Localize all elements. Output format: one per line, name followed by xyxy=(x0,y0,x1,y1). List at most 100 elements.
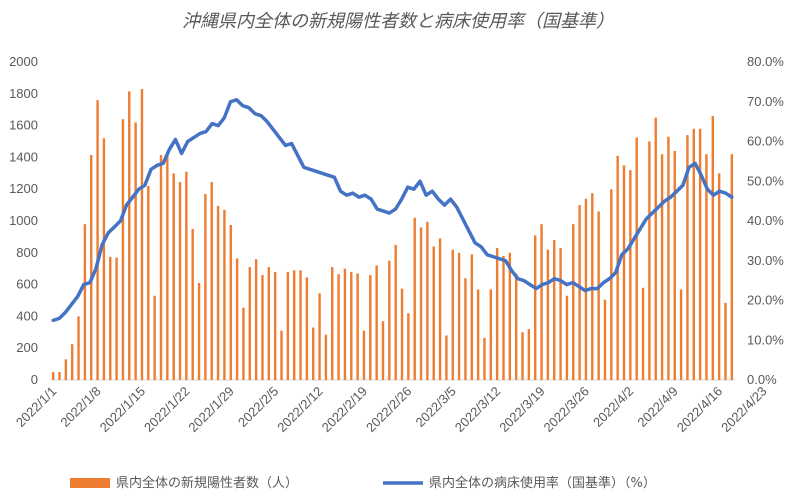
bar xyxy=(134,122,137,381)
x-tick-label: 2022/2/19 xyxy=(319,384,371,436)
x-tick-label: 2022/2/26 xyxy=(363,384,415,436)
y-left-tick-label: 400 xyxy=(16,308,38,323)
bar xyxy=(337,274,340,380)
bar xyxy=(286,271,290,380)
bar xyxy=(70,344,74,380)
bar xyxy=(553,240,556,380)
bar xyxy=(476,289,480,380)
bar xyxy=(534,235,537,380)
y-left-tick-label: 1800 xyxy=(9,86,38,101)
occupancy-line xyxy=(51,98,734,323)
bar xyxy=(369,275,372,380)
bar xyxy=(457,252,461,380)
bar xyxy=(254,259,258,380)
bar xyxy=(578,205,581,380)
bar xyxy=(419,227,423,380)
bar xyxy=(692,128,695,380)
bar xyxy=(292,270,296,380)
legend-bar-label: 県内全体の新規陽性者数（人） xyxy=(116,475,298,491)
bar xyxy=(166,153,169,380)
bar xyxy=(58,372,61,380)
y-axis-right: 0.0% 10.0% 20.0% 30.0% 40.0% 50.0% 60.0% 70.0% 8… xyxy=(747,54,784,387)
bar xyxy=(679,289,683,380)
y-left-tick-label: 1200 xyxy=(9,181,38,196)
x-tick-label: 2022/3/19 xyxy=(496,384,548,436)
bar xyxy=(331,267,334,380)
bar xyxy=(242,307,245,380)
bar xyxy=(705,154,708,380)
bar xyxy=(451,249,454,380)
line-series xyxy=(51,98,734,323)
bar xyxy=(223,209,226,380)
bar xyxy=(660,154,664,380)
legend: 県内全体の新規陽性者数（人） 県内全体の病床使用率（国基準）（%） xyxy=(70,475,656,491)
x-tick-label: 2022/1/1 xyxy=(13,384,59,430)
y-left-tick-label: 1400 xyxy=(9,149,38,164)
bar xyxy=(717,173,721,380)
bar xyxy=(603,299,607,380)
bar xyxy=(191,228,194,380)
bar xyxy=(121,119,125,381)
bar xyxy=(178,182,182,380)
bar xyxy=(559,248,562,380)
y-right-tick-label: 30.0% xyxy=(747,253,784,268)
bar xyxy=(204,193,207,380)
bar xyxy=(280,330,283,380)
bar xyxy=(51,372,55,380)
bar xyxy=(96,100,99,380)
bar xyxy=(350,271,353,380)
bar xyxy=(483,337,486,380)
bar xyxy=(210,182,213,380)
bar xyxy=(128,91,131,380)
bar xyxy=(521,332,524,380)
bar xyxy=(90,155,93,380)
bar xyxy=(502,255,505,380)
bar xyxy=(610,189,613,380)
legend-bar-swatch xyxy=(70,478,110,488)
y-left-tick-label: 200 xyxy=(16,340,38,355)
bar xyxy=(77,316,80,380)
bar xyxy=(273,271,277,380)
bar xyxy=(153,295,156,380)
y-right-tick-label: 40.0% xyxy=(747,213,784,228)
bar xyxy=(572,224,575,380)
x-tick-label: 2022/1/22 xyxy=(141,384,193,436)
bar xyxy=(629,170,632,380)
bar xyxy=(261,275,264,380)
bar xyxy=(546,249,550,380)
bar xyxy=(362,330,366,380)
y-right-tick-label: 20.0% xyxy=(747,293,784,308)
bar xyxy=(565,295,569,380)
bar xyxy=(356,273,359,380)
bar xyxy=(622,165,626,380)
bar xyxy=(197,283,201,380)
y-axis-left: 0 200 400 600 800 1000 1200 1400 1600 1800 2000 xyxy=(9,54,38,387)
y-right-tick-label: 70.0% xyxy=(747,94,784,109)
bar xyxy=(470,254,473,380)
x-axis: 2022/1/12022/1/82022/1/152022/1/222022/1… xyxy=(13,384,770,436)
bar xyxy=(185,171,188,380)
bar xyxy=(635,137,638,380)
bar xyxy=(730,154,734,380)
bar xyxy=(147,186,150,380)
bar xyxy=(267,267,271,380)
bar xyxy=(514,273,518,380)
bar xyxy=(318,293,321,380)
bar xyxy=(235,258,239,380)
bar xyxy=(400,288,404,380)
bar xyxy=(654,117,657,381)
y-right-tick-label: 50.0% xyxy=(747,173,784,188)
bar xyxy=(426,221,429,380)
bar xyxy=(407,313,410,380)
bar xyxy=(673,151,676,380)
bar xyxy=(432,246,435,380)
bar xyxy=(64,359,68,380)
bar xyxy=(102,138,106,380)
y-left-tick-label: 800 xyxy=(16,245,38,260)
bar xyxy=(343,268,347,380)
bar xyxy=(248,267,251,380)
bar xyxy=(324,334,328,380)
y-left-tick-label: 1600 xyxy=(9,118,38,133)
y-left-tick-label: 0 xyxy=(31,372,38,387)
